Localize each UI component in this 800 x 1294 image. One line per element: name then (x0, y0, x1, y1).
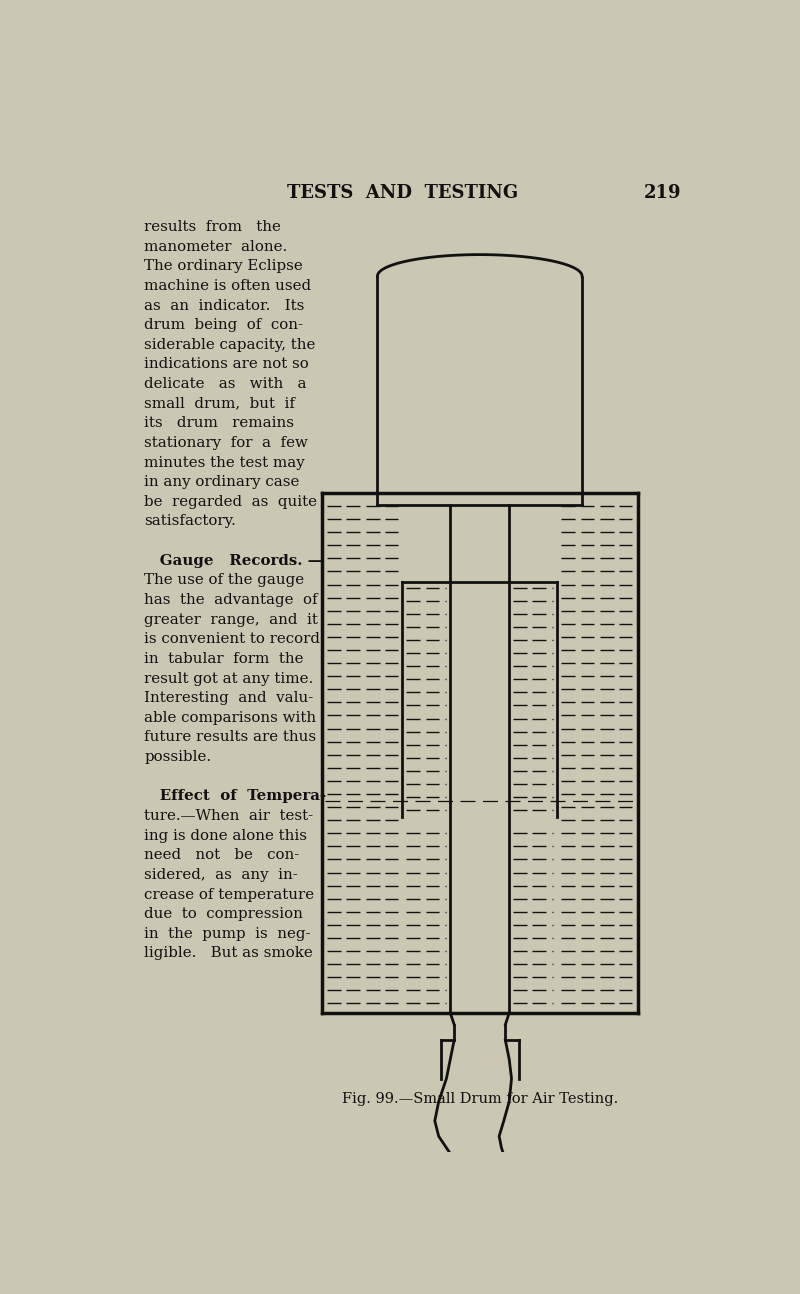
Text: small  drum,  but  if: small drum, but if (144, 397, 295, 410)
Text: be  regarded  as  quite: be regarded as quite (144, 494, 317, 509)
Text: greater  range,  and  it: greater range, and it (144, 612, 318, 626)
Text: possible.: possible. (144, 751, 211, 763)
Text: need   not   be   con-: need not be con- (144, 849, 299, 862)
Text: manometer  alone.: manometer alone. (144, 239, 287, 254)
Text: in  the  pump  is  neg-: in the pump is neg- (144, 927, 310, 941)
Text: sidered,  as  any  in-: sidered, as any in- (144, 868, 298, 883)
Text: siderable capacity, the: siderable capacity, the (144, 338, 315, 352)
Text: has  the  advantage  of: has the advantage of (144, 593, 318, 607)
Text: future results are thus: future results are thus (144, 731, 316, 744)
Text: 219: 219 (644, 184, 682, 202)
Text: is convenient to record: is convenient to record (144, 633, 320, 646)
Text: Interesting  and  valu-: Interesting and valu- (144, 691, 314, 705)
Text: satisfactory.: satisfactory. (144, 515, 236, 528)
Text: Fig. 99.—Small Drum for Air Testing.: Fig. 99.—Small Drum for Air Testing. (342, 1092, 618, 1106)
Text: as  an  indicator.   Its: as an indicator. Its (144, 299, 305, 312)
Text: The ordinary Eclipse: The ordinary Eclipse (144, 259, 303, 273)
Text: stationary  for  a  few: stationary for a few (144, 436, 308, 450)
Text: crease of temperature: crease of temperature (144, 888, 314, 902)
Text: drum  being  of  con-: drum being of con- (144, 318, 303, 333)
Text: results  from   the: results from the (144, 220, 281, 234)
Text: indications are not so: indications are not so (144, 357, 309, 371)
Text: able comparisons with: able comparisons with (144, 710, 316, 725)
Text: in any ordinary case: in any ordinary case (144, 475, 299, 489)
Text: The use of the gauge: The use of the gauge (144, 573, 304, 587)
Text: in  tabular  form  the: in tabular form the (144, 652, 304, 666)
Text: ligible.   But as smoke: ligible. But as smoke (144, 946, 313, 960)
Text: machine is often used: machine is often used (144, 280, 311, 292)
Text: ture.—When  air  test-: ture.—When air test- (144, 809, 314, 823)
Text: delicate   as   with   a: delicate as with a (144, 377, 306, 391)
Text: due  to  compression: due to compression (144, 907, 303, 921)
Text: minutes the test may: minutes the test may (144, 455, 305, 470)
Text: ing is done alone this: ing is done alone this (144, 828, 307, 842)
Text: TESTS  AND  TESTING: TESTS AND TESTING (286, 184, 518, 202)
Text: Gauge   Records. —: Gauge Records. — (144, 554, 323, 568)
Text: Effect  of  Tempera-: Effect of Tempera- (144, 789, 326, 804)
Text: its   drum   remains: its drum remains (144, 417, 294, 431)
Text: result got at any time.: result got at any time. (144, 672, 314, 686)
